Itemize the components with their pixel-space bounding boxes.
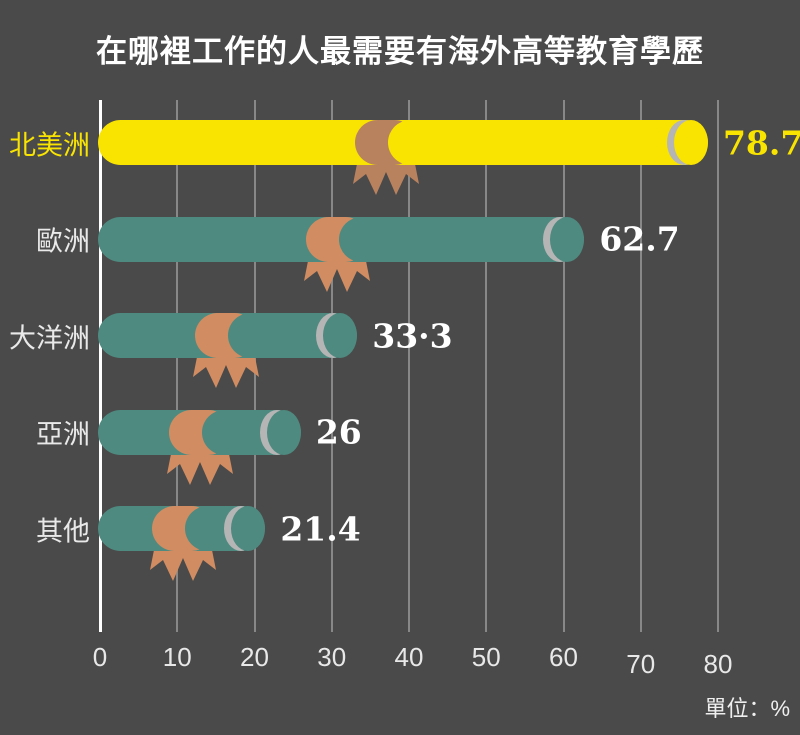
plot-area: 0 10 20 30 40 50 60 70 80 78.7 北美洲 62.7 歐洲 33·3 大洋洲 26 亞… xyxy=(9,100,800,679)
bar-end-cap xyxy=(266,409,301,455)
ribbon-tail-icon xyxy=(149,545,216,588)
category-label: 其他 xyxy=(36,516,90,546)
bar-end-cap xyxy=(550,216,585,262)
bar-row: 78.7 北美洲 xyxy=(9,120,800,195)
gridline xyxy=(176,100,179,632)
y-axis-line xyxy=(99,100,102,632)
unit-note: 單位：% xyxy=(704,696,790,721)
gridline xyxy=(330,100,333,632)
bar-row: 62.7 歐洲 xyxy=(36,216,718,292)
value-label: 33·3 xyxy=(372,316,453,355)
value-label: 62.7 xyxy=(599,219,680,259)
x-tick-label: 50 xyxy=(471,642,501,672)
bar-end-cap xyxy=(673,120,708,165)
category-label: 北美洲 xyxy=(9,130,90,160)
ribbon-tail-icon xyxy=(352,159,419,202)
gridline xyxy=(639,100,642,632)
x-tick-label: 10 xyxy=(162,642,192,672)
x-tick-label: 0 xyxy=(92,642,108,672)
value-label: 78.7 xyxy=(722,123,800,162)
bar-segment-cap xyxy=(339,216,385,262)
gridline xyxy=(408,100,410,632)
chart-title: 在哪裡工作的人最需要有海外高等教育學歷 xyxy=(96,34,704,69)
bar-row: 26 亞洲 xyxy=(36,409,718,485)
x-tick-label: 70 xyxy=(626,649,656,679)
ribbon-tail-icon xyxy=(193,352,260,395)
ribbon-tail-icon xyxy=(167,448,234,492)
bar-segment-cap xyxy=(228,313,274,358)
category-label: 歐洲 xyxy=(36,226,90,257)
bar-segment-cap xyxy=(387,120,433,165)
bar-end-cap xyxy=(231,506,266,551)
x-tick-label: 80 xyxy=(703,649,733,679)
gridline xyxy=(562,100,565,632)
bar-segment-cap xyxy=(202,409,248,455)
value-label: 26 xyxy=(315,412,362,452)
ribbon-tail-icon xyxy=(304,255,371,299)
bar-row: 33·3 大洋洲 xyxy=(9,313,718,388)
bar-segment-cap xyxy=(184,506,230,551)
gridline xyxy=(717,100,719,632)
value-label: 21.4 xyxy=(280,509,361,548)
x-tick-label: 20 xyxy=(240,642,269,672)
bar-row: 21.4 其他 xyxy=(36,506,718,581)
x-tick-label: 60 xyxy=(549,642,578,672)
bar-end-cap xyxy=(323,313,358,358)
gridline xyxy=(485,100,488,632)
category-label: 亞洲 xyxy=(36,419,90,450)
x-tick-label: 40 xyxy=(394,642,424,672)
x-tick-label: 30 xyxy=(317,642,347,672)
category-label: 大洋洲 xyxy=(9,323,90,353)
